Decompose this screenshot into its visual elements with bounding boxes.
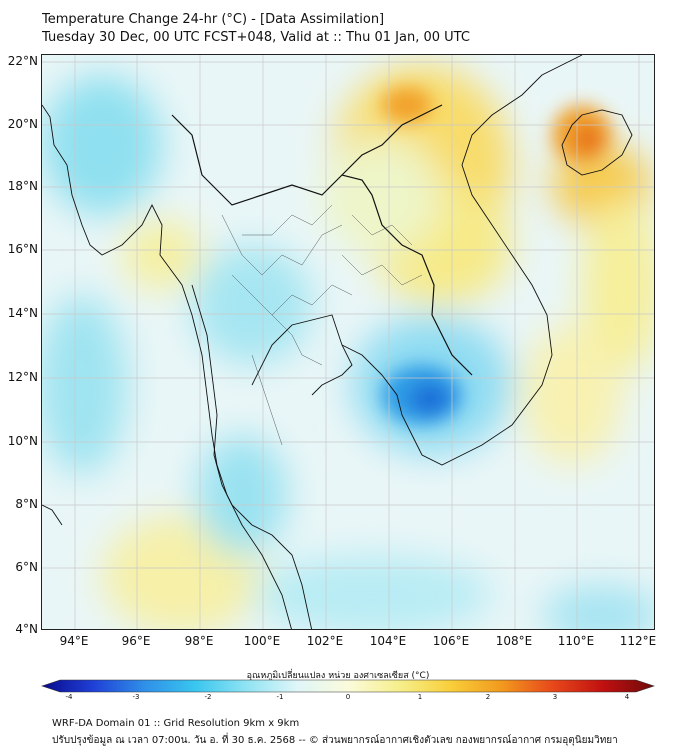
lon-label: 94°E [59, 634, 89, 648]
lat-label: 8°N [15, 497, 38, 511]
lat-label: 6°N [15, 560, 38, 574]
colorbar-title: อุณหภูมิเปลี่ยนแปลง หน่วย องศาเซลเซียส (… [246, 671, 430, 681]
coastlines [42, 55, 633, 629]
colorbar [41, 679, 655, 693]
footer-line: ปรับปรุงข้อมูล ณ เวลา 07:00น. วัน อ. ที่… [52, 735, 618, 746]
lon-label: 100°E [243, 634, 281, 648]
lat-label: 14°N [7, 306, 38, 320]
lon-label: 106°E [432, 634, 470, 648]
lat-label: 10°N [7, 434, 38, 448]
graticule [42, 55, 654, 629]
map-title: Temperature Change 24-hr (°C) - [Data As… [42, 12, 385, 27]
colorbar-tick: -1 [276, 693, 284, 701]
lon-label: 104°E [369, 634, 407, 648]
lon-label: 108°E [495, 634, 533, 648]
province-lines [221, 204, 423, 446]
lon-label: 98°E [184, 634, 214, 648]
colorbar-tick: 1 [417, 693, 423, 701]
lat-label: 4°N [15, 622, 38, 636]
colorbar-tick: -4 [65, 693, 73, 701]
colorbar-tick: 0 [345, 693, 351, 701]
lat-label: 12°N [7, 370, 38, 384]
lon-label: 110°E [557, 634, 595, 648]
colorbar-tick: -2 [204, 693, 212, 701]
map-subtitle: Tuesday 30 Dec, 00 UTC FCST+048, Valid a… [42, 30, 470, 45]
borders [171, 104, 473, 376]
colorbar-tick: 4 [624, 693, 630, 701]
temperature-map [42, 55, 654, 629]
map-panel [41, 54, 655, 630]
lat-label: 16°N [7, 242, 38, 256]
lon-label: 102°E [306, 634, 344, 648]
lat-label: 20°N [7, 117, 38, 131]
colorbar-tick: 2 [485, 693, 491, 701]
lon-label: 112°E [619, 634, 657, 648]
lat-label: 22°N [7, 54, 38, 68]
lon-label: 96°E [121, 634, 151, 648]
lat-label: 18°N [7, 179, 38, 193]
colorbar-tick: 3 [552, 693, 558, 701]
colorbar-tick: -3 [132, 693, 140, 701]
footer-line: WRF-DA Domain 01 :: Grid Resolution 9km … [52, 718, 300, 729]
